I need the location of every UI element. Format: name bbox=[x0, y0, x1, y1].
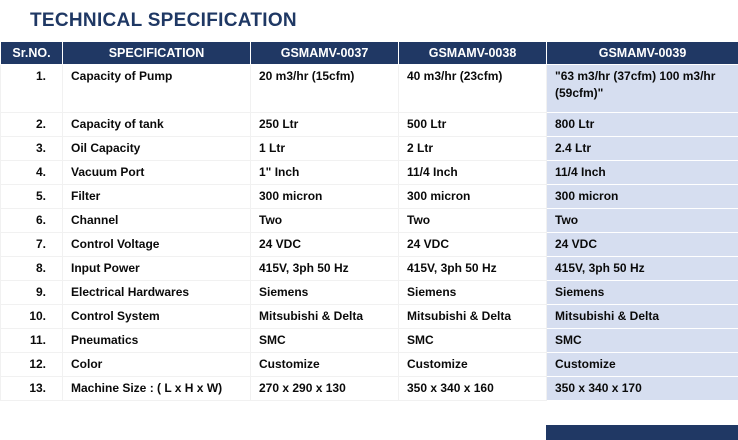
value-0039: SMC bbox=[546, 328, 738, 353]
table-row: 10. Control System Mitsubishi & Delta Mitsu… bbox=[0, 304, 738, 329]
spec-name: Oil Capacity bbox=[62, 136, 251, 161]
value-0037: SMC bbox=[250, 328, 399, 353]
row-number: 7. bbox=[0, 232, 63, 257]
row-number: 3. bbox=[0, 136, 63, 161]
value-0038: Two bbox=[398, 208, 547, 233]
value-0037: 24 VDC bbox=[250, 232, 399, 257]
row-number: 6. bbox=[0, 208, 63, 233]
spec-name: Control Voltage bbox=[62, 232, 251, 257]
value-0038: Customize bbox=[398, 352, 547, 377]
header-model-0038: GSMAMV-0038 bbox=[398, 41, 547, 65]
header-model-0039: GSMAMV-0039 bbox=[546, 41, 738, 65]
value-0037: 1" Inch bbox=[250, 160, 399, 185]
value-0037: Siemens bbox=[250, 280, 399, 305]
value-0038: SMC bbox=[398, 328, 547, 353]
spec-name: Capacity of Pump bbox=[62, 64, 251, 113]
table-row: 13. Machine Size : ( L x H x W) 270 x 290 … bbox=[0, 376, 738, 401]
value-0037: 270 x 290 x 130 bbox=[250, 376, 399, 401]
spec-name: Filter bbox=[62, 184, 251, 209]
header-model-0037: GSMAMV-0037 bbox=[250, 41, 399, 65]
spec-name: Channel bbox=[62, 208, 251, 233]
spec-name: Machine Size : ( L x H x W) bbox=[62, 376, 251, 401]
value-0038: Siemens bbox=[398, 280, 547, 305]
spec-name: Capacity of tank bbox=[62, 112, 251, 137]
table-row: 5. Filter 300 micron 300 micron 300 micron bbox=[0, 184, 738, 209]
value-0038: 24 VDC bbox=[398, 232, 547, 257]
value-0037: Two bbox=[250, 208, 399, 233]
value-0039: 800 Ltr bbox=[546, 112, 738, 137]
value-0038: 11/4 Inch bbox=[398, 160, 547, 185]
row-number: 9. bbox=[0, 280, 63, 305]
table-row: 12. Color Customize Customize Customize bbox=[0, 352, 738, 377]
table-row: 7. Control Voltage 24 VDC 24 VDC 24 VDC bbox=[0, 232, 738, 257]
spec-table-body: 1. Capacity of Pump 20 m3/hr (15cfm) 40 m3/… bbox=[0, 64, 738, 401]
table-row: 11. Pneumatics SMC SMC SMC bbox=[0, 328, 738, 353]
value-0039: Siemens bbox=[546, 280, 738, 305]
value-0037: 20 m3/hr (15cfm) bbox=[250, 64, 399, 113]
spec-name: Color bbox=[62, 352, 251, 377]
value-0037: Mitsubishi & Delta bbox=[250, 304, 399, 329]
value-0037: 300 micron bbox=[250, 184, 399, 209]
footer-accent-bar bbox=[546, 425, 738, 440]
table-row: 3. Oil Capacity 1 Ltr 2 Ltr 2.4 Ltr bbox=[0, 136, 738, 161]
value-0037: Customize bbox=[250, 352, 399, 377]
table-row: 1. Capacity of Pump 20 m3/hr (15cfm) 40 m3/… bbox=[0, 64, 738, 113]
row-number: 4. bbox=[0, 160, 63, 185]
value-0039: 300 micron bbox=[546, 184, 738, 209]
row-number: 11. bbox=[0, 328, 63, 353]
value-0038: 40 m3/hr (23cfm) bbox=[398, 64, 547, 113]
value-0039: 350 x 340 x 170 bbox=[546, 376, 738, 401]
value-0037: 250 Ltr bbox=[250, 112, 399, 137]
header-specification: SPECIFICATION bbox=[62, 41, 251, 65]
table-row: 8. Input Power 415V, 3ph 50 Hz 415V, 3ph 50… bbox=[0, 256, 738, 281]
value-0038: 350 x 340 x 160 bbox=[398, 376, 547, 401]
table-row: 9. Electrical Hardwares Siemens Siemens Siem… bbox=[0, 280, 738, 305]
value-0038: 415V, 3ph 50 Hz bbox=[398, 256, 547, 281]
value-0039: "63 m3/hr (37cfm) 100 m3/hr (59cfm)" bbox=[546, 64, 738, 113]
value-0039: 11/4 Inch bbox=[546, 160, 738, 185]
row-number: 8. bbox=[0, 256, 63, 281]
row-number: 1. bbox=[0, 64, 63, 113]
row-number: 10. bbox=[0, 304, 63, 329]
value-0039: 24 VDC bbox=[546, 232, 738, 257]
spec-name: Vacuum Port bbox=[62, 160, 251, 185]
specification-table: Sr.NO. SPECIFICATION GSMAMV-0037 GSMAMV-… bbox=[0, 41, 738, 401]
value-0039: Mitsubishi & Delta bbox=[546, 304, 738, 329]
value-0037: 1 Ltr bbox=[250, 136, 399, 161]
spec-name: Electrical Hardwares bbox=[62, 280, 251, 305]
value-0039: 415V, 3ph 50 Hz bbox=[546, 256, 738, 281]
value-0037: 415V, 3ph 50 Hz bbox=[250, 256, 399, 281]
spec-name: Pneumatics bbox=[62, 328, 251, 353]
page-title: TECHNICAL SPECIFICATION bbox=[30, 10, 297, 31]
table-row: 6. Channel Two Two Two bbox=[0, 208, 738, 233]
value-0039: Two bbox=[546, 208, 738, 233]
row-number: 13. bbox=[0, 376, 63, 401]
table-header-row: Sr.NO. SPECIFICATION GSMAMV-0037 GSMAMV-… bbox=[0, 41, 738, 65]
value-0038: 300 micron bbox=[398, 184, 547, 209]
value-0038: 2 Ltr bbox=[398, 136, 547, 161]
value-0038: 500 Ltr bbox=[398, 112, 547, 137]
row-number: 5. bbox=[0, 184, 63, 209]
row-number: 2. bbox=[0, 112, 63, 137]
value-0039: 2.4 Ltr bbox=[546, 136, 738, 161]
value-0038: Mitsubishi & Delta bbox=[398, 304, 547, 329]
spec-name: Input Power bbox=[62, 256, 251, 281]
table-row: 4. Vacuum Port 1" Inch 11/4 Inch 11/4 Inch bbox=[0, 160, 738, 185]
header-sr-no: Sr.NO. bbox=[0, 41, 63, 65]
table-row: 2. Capacity of tank 250 Ltr 500 Ltr 800 Ltr bbox=[0, 112, 738, 137]
value-0039: Customize bbox=[546, 352, 738, 377]
spec-name: Control System bbox=[62, 304, 251, 329]
row-number: 12. bbox=[0, 352, 63, 377]
